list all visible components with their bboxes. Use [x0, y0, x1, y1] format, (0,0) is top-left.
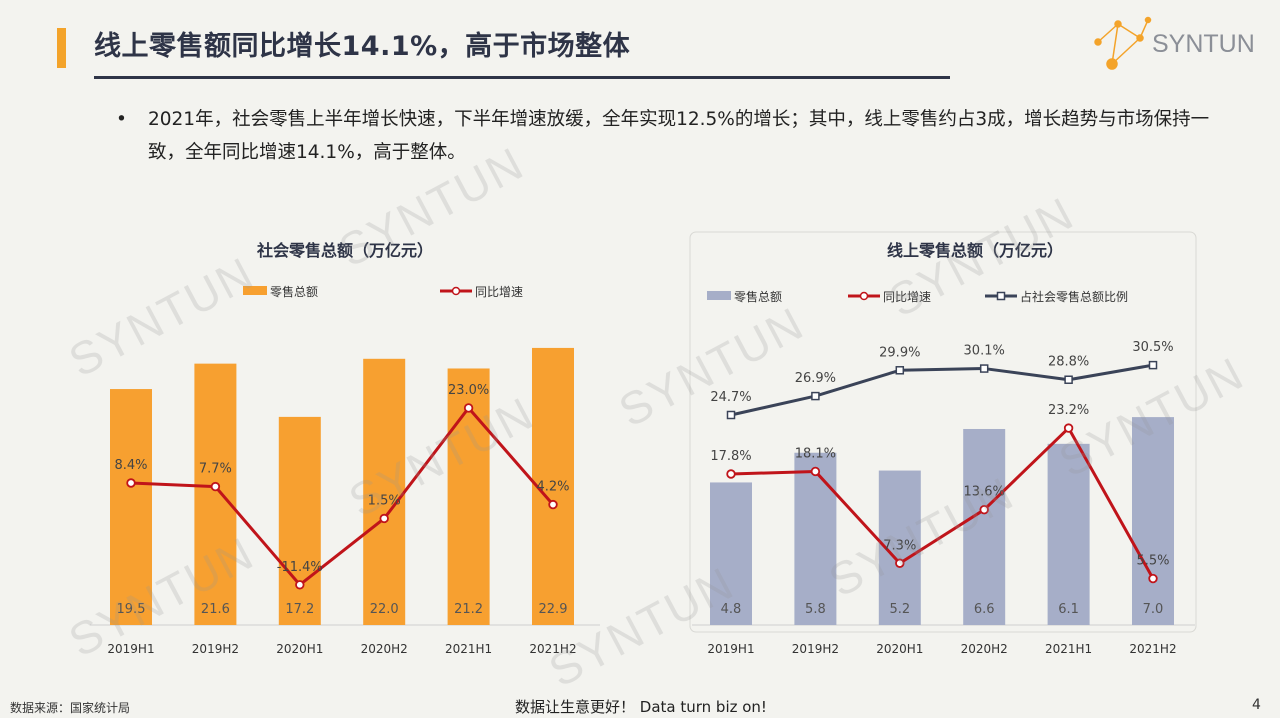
bar-value-label: 21.2: [454, 602, 483, 617]
summary-bullet: • 2021年，社会零售上半年增长快速，下半年增速放缓，全年实现12.5%的增长…: [116, 103, 1228, 169]
series-line: [730, 363, 1154, 417]
x-tick-label: 2020H2: [361, 642, 408, 656]
bar: [1132, 417, 1174, 625]
legend-label: 零售总额: [270, 284, 318, 299]
logo-text: SYNTUN: [1152, 30, 1255, 58]
summary-text: 2021年，社会零售上半年增长快速，下半年增速放缓，全年实现12.5%的增长；其…: [148, 109, 1210, 163]
line-value-label: 26.9%: [795, 371, 836, 386]
line-marker: [979, 505, 989, 515]
line-value-label: 30.5%: [1132, 340, 1173, 355]
bar: [194, 363, 237, 625]
x-tick-label: 2021H1: [445, 642, 492, 656]
x-tick-label: 2020H1: [876, 642, 923, 656]
syntun-logo-icon: [1094, 16, 1152, 70]
line-value-label: 8.4%: [114, 458, 147, 473]
legend-label: 同比增速: [475, 285, 523, 299]
bar: [794, 452, 837, 625]
line-marker: [210, 481, 221, 492]
chart-frame: [689, 231, 1197, 633]
bar-value-label: 6.1: [1058, 602, 1079, 617]
line-value-label: 7.7%: [199, 462, 232, 477]
line-marker: [379, 513, 389, 524]
bar: [963, 428, 1006, 625]
chart-title: 社会零售总额（万亿元）: [256, 241, 433, 260]
line-value-label: -11.4%: [277, 560, 323, 575]
legend-label: 占社会零售总额比例: [1020, 289, 1128, 304]
bar: [278, 416, 321, 625]
line-marker: [126, 478, 136, 488]
bar: [1047, 443, 1090, 625]
line-value-label: 5.5%: [1136, 554, 1169, 569]
line-marker: [726, 469, 736, 479]
legend-marker: [859, 291, 869, 301]
x-tick-label: 2021H2: [529, 642, 576, 656]
legend-swatch-bar: [243, 286, 267, 295]
line-marker: [1063, 423, 1074, 433]
line-marker: [811, 391, 820, 401]
line-marker: [295, 580, 305, 590]
line-value-label: 30.1%: [964, 344, 1005, 359]
title-divider: [94, 76, 950, 79]
page-number: 4: [1252, 697, 1261, 713]
bar-value-label: 22.0: [370, 602, 399, 617]
legend-swatch-bar: [707, 291, 731, 300]
bar-value-label: 5.2: [889, 602, 910, 617]
line-marker: [979, 364, 989, 373]
bar-value-label: 22.9: [539, 602, 568, 617]
page-title: 线上零售额同比增长14.1%，高于市场整体: [94, 31, 631, 62]
series-line: [130, 406, 555, 587]
line-marker: [726, 410, 736, 420]
bar: [710, 482, 752, 625]
line-marker: [548, 499, 558, 510]
line-value-label: 1.5%: [368, 493, 401, 508]
line-marker: [463, 403, 474, 413]
line-value-label: 17.8%: [710, 449, 751, 464]
line-marker: [1148, 360, 1158, 370]
x-tick-label: 2020H2: [961, 642, 1008, 656]
bar-value-label: 7.0: [1143, 602, 1164, 617]
x-tick-label: 2019H1: [707, 642, 754, 656]
line-value-label: 7.3%: [883, 538, 916, 553]
line-value-label: 28.8%: [1048, 355, 1089, 370]
x-tick-label: 2020H1: [276, 642, 323, 656]
bar-value-label: 6.6: [974, 602, 995, 617]
legend-label: 同比增速: [883, 290, 931, 304]
line-value-label: 13.6%: [964, 485, 1005, 500]
line-value-label: 4.2%: [536, 480, 569, 495]
bar: [363, 358, 406, 625]
legend-marker: [451, 286, 461, 296]
line-value-label: 23.2%: [1048, 403, 1089, 418]
bar-value-label: 17.2: [285, 602, 314, 617]
line-value-label: 23.0%: [448, 383, 489, 398]
bullet-dot: •: [116, 109, 127, 130]
x-tick-label: 2019H1: [107, 642, 154, 656]
bar-value-label: 5.8: [805, 602, 826, 617]
line-marker: [1064, 375, 1073, 384]
line-value-label: 24.7%: [710, 390, 751, 405]
chart-title: 线上零售总额（万亿元）: [887, 241, 1063, 260]
bar-value-label: 19.5: [117, 602, 146, 617]
bar-value-label: 21.6: [201, 602, 230, 617]
series-line: [730, 426, 1155, 580]
bar-value-label: 4.8: [721, 602, 742, 617]
line-value-label: 18.1%: [795, 446, 836, 461]
line-marker: [895, 366, 905, 375]
legend-label: 零售总额: [734, 289, 782, 304]
data-source: 数据来源：国家统计局: [10, 701, 131, 715]
line-value-label: 29.9%: [879, 345, 920, 360]
legend-marker: [996, 291, 1006, 301]
x-tick-label: 2021H2: [1129, 642, 1176, 656]
line-marker: [895, 558, 905, 568]
bar: [110, 389, 152, 625]
x-tick-label: 2019H2: [192, 642, 239, 656]
line-marker: [1148, 573, 1158, 584]
x-tick-label: 2019H2: [792, 642, 839, 656]
x-tick-label: 2021H1: [1045, 642, 1092, 656]
title-accent-bar: [57, 28, 66, 68]
line-marker: [810, 466, 821, 477]
slogan: 数据让生意更好！ Data turn biz on!: [515, 698, 767, 716]
